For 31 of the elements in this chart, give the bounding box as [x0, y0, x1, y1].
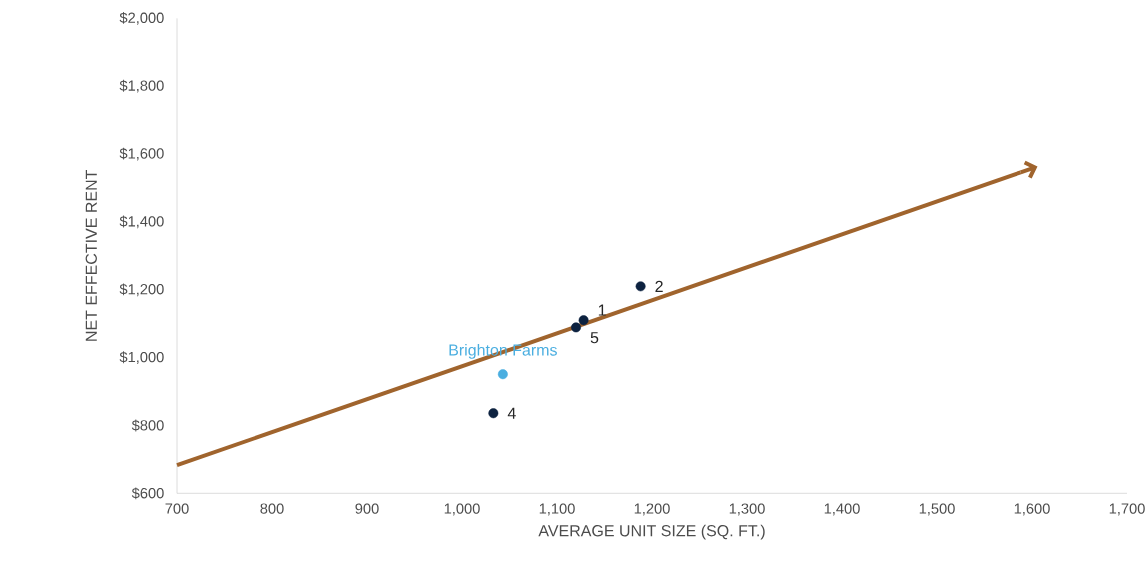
x-tick-label: 1,100 [539, 503, 575, 516]
x-tick-label: 1,000 [444, 503, 480, 516]
x-tick-label: 1,700 [1109, 503, 1145, 516]
y-tick-label: $1,000 [119, 351, 164, 364]
point [578, 315, 589, 326]
x-tick-label: 1,300 [729, 503, 765, 516]
point [497, 369, 508, 380]
y-tick-label: $1,400 [119, 215, 164, 229]
point [635, 281, 646, 292]
annotation: 1 [598, 304, 606, 316]
x-tick-label: 1,600 [1014, 503, 1050, 516]
y-axis-title: NET EFFECTIVE RENT [85, 169, 97, 341]
x-tick-label: 1,200 [634, 503, 670, 516]
y-tick-label: $1,200 [119, 283, 164, 296]
annotation: 4 [507, 407, 516, 419]
x-axis-title: AVERAGE UNIT SIZE (SQ. FT.) [538, 524, 765, 540]
y-tick-label: $1,800 [119, 79, 164, 93]
x-tick-label: 900 [355, 503, 379, 514]
y-tick-label: $600 [131, 487, 164, 500]
y-tick-label: $2,000 [119, 11, 164, 25]
point [571, 322, 581, 333]
point [488, 408, 499, 419]
y-tick-label: $1,600 [119, 147, 164, 161]
x-tick-label: 1,500 [919, 503, 955, 516]
series-label: Brighton Farms [449, 343, 557, 359]
x-tick-label: 800 [260, 503, 284, 514]
annotation: 2 [655, 280, 663, 292]
x-tick-label: 1,400 [824, 503, 860, 516]
annotation: 5 [590, 331, 599, 344]
y-tick-label: $800 [131, 419, 164, 432]
x-tick-label: 700 [165, 503, 189, 514]
